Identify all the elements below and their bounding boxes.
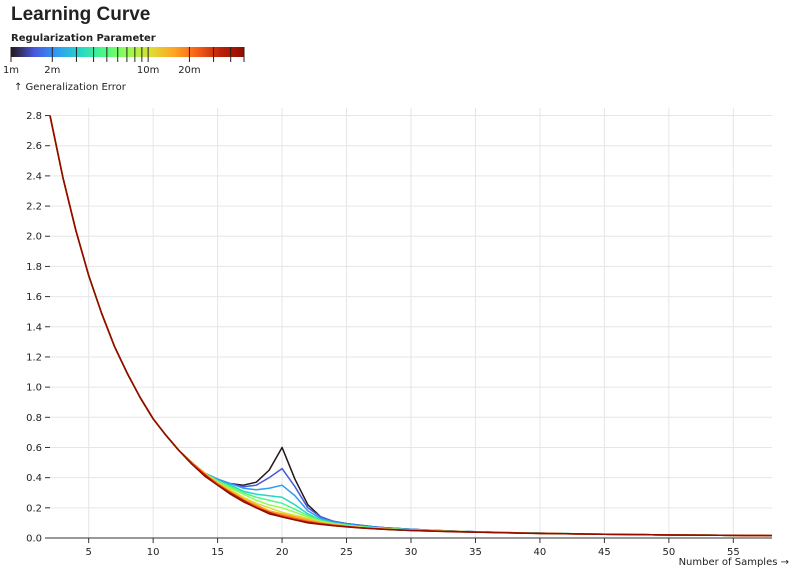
x-tick-label: 30 [405, 547, 418, 558]
x-tick-label: 5 [85, 547, 91, 558]
y-tick-label: 1.6 [26, 292, 42, 303]
y-tick-label: 2.8 [26, 111, 42, 122]
x-tick-label: 20 [276, 547, 289, 558]
color-legend: Regularization Parameter 1m 2m 10m 20m [3, 33, 245, 76]
x-tick-label: 45 [598, 547, 611, 558]
chart-title: Learning Curve [11, 4, 151, 25]
y-tick-label: 0.8 [26, 413, 42, 424]
y-tick-label: 0.6 [26, 443, 42, 454]
y-tick-label: 1.2 [26, 352, 42, 363]
x-tick-label: 40 [534, 547, 547, 558]
y-tick-label: 2.2 [26, 202, 42, 213]
legend-color-ramp [11, 47, 244, 57]
y-tick-label: 1.4 [26, 322, 42, 333]
y-tick-label: 2.6 [26, 141, 42, 152]
x-axis: 5 10 15 20 25 30 35 40 45 50 55 [50, 537, 772, 558]
x-tick-label: 15 [211, 547, 224, 558]
y-axis-label: ↑ Generalization Error [14, 82, 127, 93]
y-tick-label: 0.4 [26, 473, 42, 484]
series-lines [49, 115, 773, 537]
x-tick-label: 55 [727, 547, 740, 558]
x-tick-label: 50 [662, 547, 675, 558]
y-tick-label: 0.2 [26, 503, 42, 514]
x-tick-label: 10 [147, 547, 160, 558]
y-tick-label: 1.8 [26, 262, 42, 273]
series-line-10 [49, 115, 773, 537]
y-tick-label: 2.4 [26, 171, 42, 182]
x-axis-label: Number of Samples → [679, 557, 789, 568]
y-tick-label: 0.0 [26, 534, 42, 545]
x-tick-label: 25 [340, 547, 353, 558]
grid-lines [50, 108, 772, 539]
x-tick-label: 35 [469, 547, 482, 558]
y-tick-label: 1.0 [26, 383, 42, 394]
legend-title: Regularization Parameter [11, 33, 156, 44]
y-axis: 0.0 0.2 0.4 0.6 0.8 1.0 1.2 1.4 1.6 1.8 2.0 2.2 2.4 2… [26, 111, 50, 545]
y-tick-label: 2.0 [26, 232, 42, 243]
legend-tick-label: 20m [178, 65, 200, 76]
legend-tick-label: 1m [3, 65, 19, 76]
legend-tick-label: 2m [44, 65, 60, 76]
legend-tick-label: 10m [137, 65, 159, 76]
